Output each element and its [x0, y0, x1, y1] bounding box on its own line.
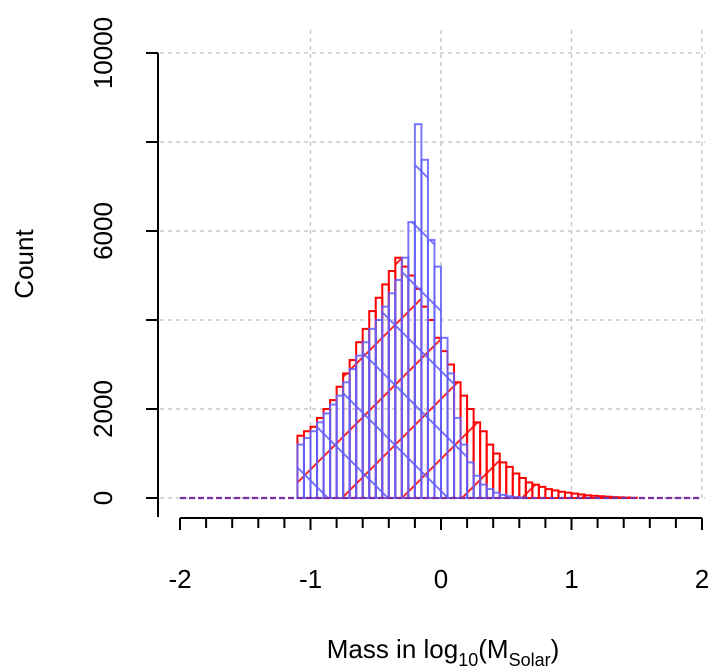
x-axis: -2 -1 0 1 2 [168, 517, 709, 594]
x-tick-label: -1 [299, 564, 322, 594]
y-tick-label: 0 [88, 491, 118, 505]
y-tick-label: 6000 [88, 202, 118, 260]
grid-lines [160, 30, 705, 500]
hatch-line [399, 124, 526, 499]
y-axis: 0 2000 6000 10000 [88, 17, 159, 517]
y-tick-label: 2000 [88, 380, 118, 438]
x-tick-label: 1 [564, 564, 578, 594]
hatch-line [459, 257, 637, 499]
x-axis-label: Mass in log10(MSolar) [327, 634, 560, 670]
hatch-line [297, 124, 451, 499]
y-axis-label: Count [9, 229, 39, 299]
hatch-line [297, 124, 526, 499]
y-tick-label: 10000 [88, 17, 118, 89]
hatch-line [297, 257, 571, 499]
hatch-line [297, 124, 526, 499]
hatch-line [399, 257, 637, 499]
hatch-line [297, 124, 331, 499]
hatch-line [640, 30, 710, 500]
hatch-line [519, 124, 526, 499]
x-axis-label-open: (M [478, 634, 508, 664]
x-tick-label: 0 [434, 564, 448, 594]
x-axis-label-close: ) [551, 634, 560, 664]
hatch-line [579, 257, 637, 499]
x-tick-label: -2 [168, 564, 191, 594]
x-axis-label-prefix: Mass in log [327, 634, 459, 664]
hatch-line [640, 30, 710, 500]
hatch-line [0, 30, 270, 500]
hatch-line [580, 30, 710, 500]
x-tick-label: 2 [695, 564, 709, 594]
x-axis-label-sub-solar: Solar [509, 650, 551, 670]
x-axis-label-sub-10: 10 [458, 650, 478, 670]
hatch-line [459, 124, 526, 499]
hatch-line [0, 30, 270, 500]
hatch-line [297, 124, 511, 499]
hatch-line [297, 257, 331, 499]
hatch-line [297, 124, 391, 499]
hatch-line [297, 257, 391, 499]
hatch-line [519, 257, 637, 499]
hatch-line [297, 257, 637, 499]
